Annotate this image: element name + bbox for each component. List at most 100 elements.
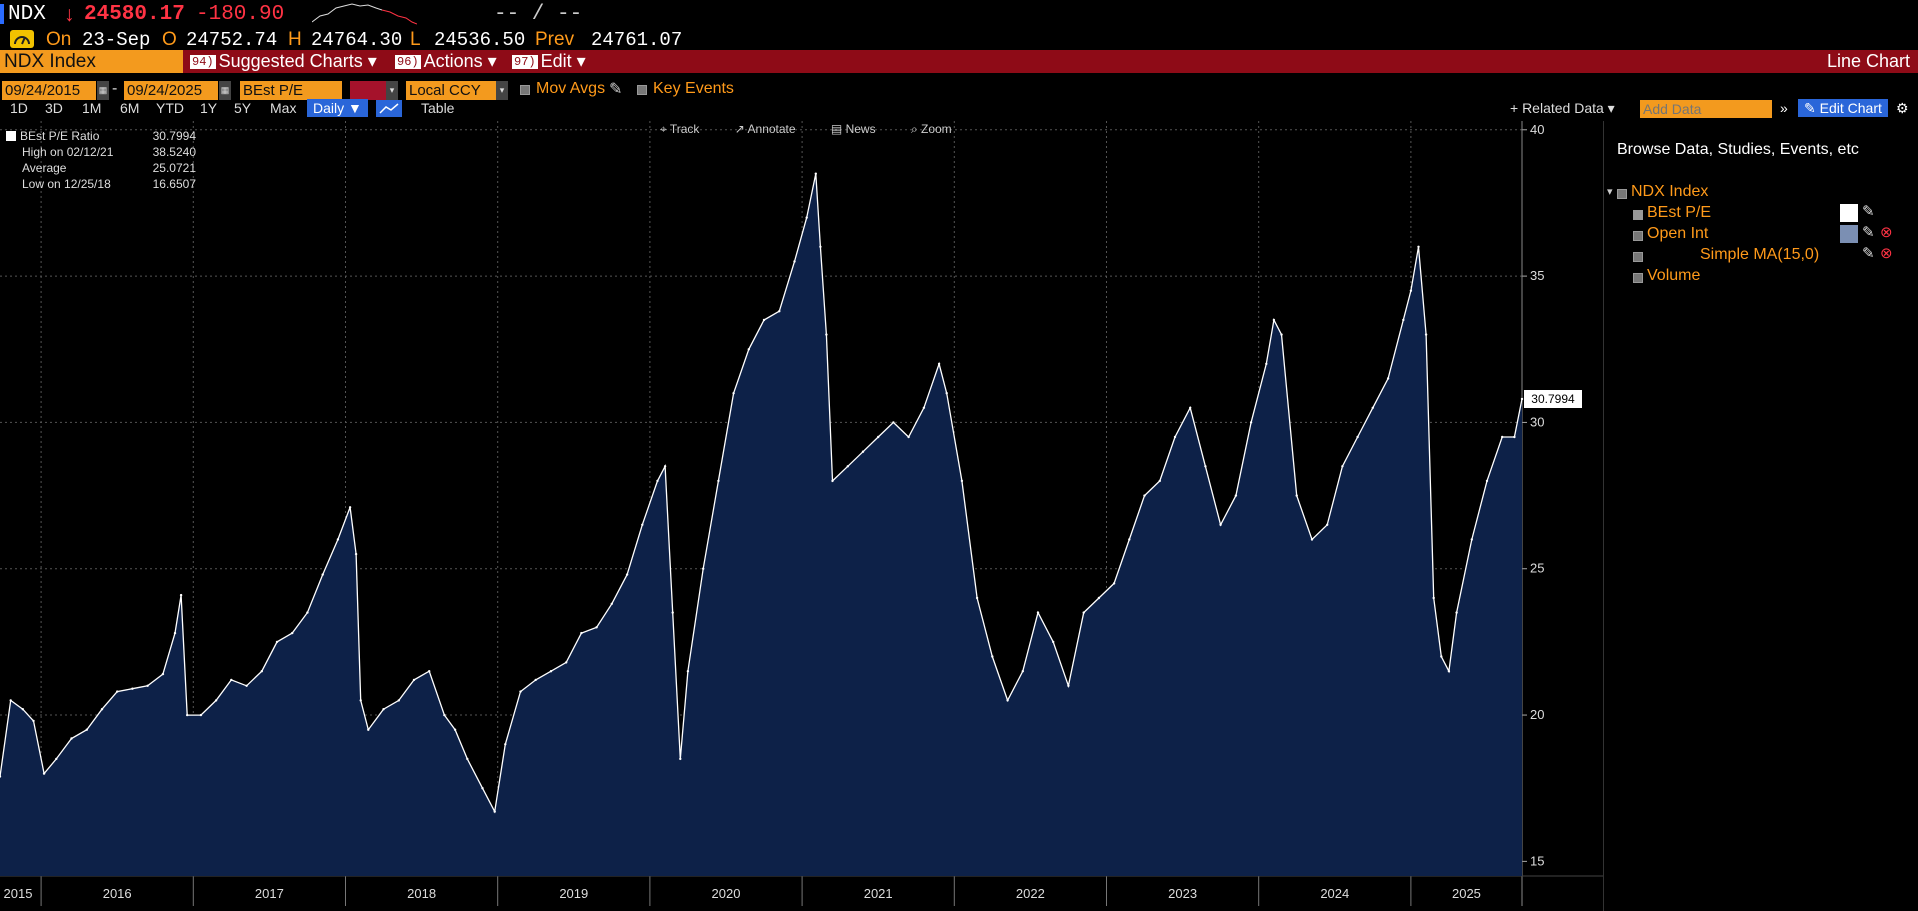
open-int-checkbox[interactable] bbox=[1633, 231, 1643, 241]
suggested-charts-menu[interactable]: 94) Suggested Charts ▾ bbox=[190, 50, 377, 73]
period-1d[interactable]: 1D bbox=[10, 100, 28, 116]
mov-avgs-label: Mov Avgs bbox=[536, 80, 606, 97]
remove-icon[interactable]: ⊗ bbox=[1880, 245, 1893, 262]
data-point bbox=[306, 611, 309, 614]
data-point bbox=[702, 567, 705, 570]
panel-item-volume[interactable]: Volume bbox=[1647, 267, 1701, 284]
open-int-color-swatch[interactable] bbox=[1840, 225, 1858, 243]
legend-high-label: High on 02/12/21 bbox=[22, 145, 114, 159]
period-bar: 1D 3D 1M 6M YTD 1Y 5Y Max Daily ▼ Table … bbox=[0, 99, 1918, 119]
data-point bbox=[1520, 397, 1524, 401]
data-point bbox=[0, 775, 2, 778]
data-point bbox=[186, 713, 189, 717]
data-point bbox=[1326, 523, 1329, 526]
data-point bbox=[565, 661, 568, 664]
period-6m[interactable]: 6M bbox=[120, 100, 140, 116]
data-point bbox=[453, 728, 457, 731]
data-point bbox=[814, 172, 817, 175]
data-point bbox=[534, 678, 537, 682]
panel-item-best-pe[interactable]: BEst P/E bbox=[1647, 204, 1712, 221]
related-data-menu[interactable]: + Related Data ▾ bbox=[1510, 100, 1615, 116]
calendar-icon[interactable]: ▦ bbox=[219, 81, 231, 100]
edit-chart-button[interactable]: ✎ Edit Chart bbox=[1798, 99, 1888, 117]
x-tick-label: 2021 bbox=[864, 886, 893, 901]
annotate-tool[interactable]: ↗ Annotate bbox=[734, 122, 796, 136]
pencil-icon[interactable]: ✎ bbox=[1862, 245, 1875, 262]
start-date-field[interactable]: 09/24/2015 bbox=[2, 81, 96, 100]
security-checkbox[interactable] bbox=[1617, 189, 1627, 199]
data-point bbox=[481, 787, 484, 790]
x-tick-label: 2023 bbox=[1168, 886, 1197, 901]
data-point bbox=[1082, 611, 1085, 614]
data-point bbox=[1265, 362, 1268, 366]
data-point bbox=[1189, 406, 1192, 409]
zoom-label: Zoom bbox=[921, 122, 952, 136]
news-tool[interactable]: ▤ News bbox=[830, 122, 876, 136]
x-tick-label: 2015 bbox=[4, 886, 33, 901]
add-data-input[interactable] bbox=[1640, 100, 1772, 118]
high-label: H bbox=[288, 29, 302, 50]
remove-icon[interactable]: ⊗ bbox=[1880, 224, 1893, 241]
gear-icon[interactable]: ⚙ bbox=[1896, 100, 1909, 116]
double-chevron-icon[interactable]: » bbox=[1780, 100, 1788, 116]
edit-menu[interactable]: 97) Edit ▾ bbox=[512, 50, 586, 73]
legend-low-label: Low on 12/25/18 bbox=[22, 177, 111, 191]
key-events-checkbox[interactable] bbox=[637, 85, 647, 95]
collapse-icon[interactable]: ▾ bbox=[1607, 186, 1613, 198]
panel-item-simple-ma[interactable]: Simple MA(15,0) bbox=[1700, 246, 1820, 263]
period-1y[interactable]: 1Y bbox=[200, 100, 218, 116]
pencil-icon[interactable]: ✎ bbox=[609, 81, 623, 98]
data-point bbox=[922, 406, 926, 409]
pencil-icon[interactable]: ✎ bbox=[1862, 203, 1875, 220]
net-change: -180.90 bbox=[196, 3, 285, 26]
legend-average-label: Average bbox=[22, 161, 67, 175]
table-tab[interactable]: Table bbox=[421, 100, 455, 116]
period-max[interactable]: Max bbox=[270, 100, 297, 116]
panel-item-open-int[interactable]: Open Int bbox=[1647, 225, 1709, 242]
menu-label: Actions ▾ bbox=[423, 51, 497, 71]
period-5y[interactable]: 5Y bbox=[234, 100, 252, 116]
data-point bbox=[580, 631, 583, 635]
edit-chart-label: Edit Chart bbox=[1819, 100, 1882, 116]
frequency-selector[interactable]: Daily ▼ bbox=[307, 99, 368, 117]
security-field[interactable]: NDX Index bbox=[0, 50, 183, 73]
legend-series-row[interactable]: BEst P/E Ratio 30.7994 bbox=[6, 128, 196, 144]
line-color-swatch[interactable] bbox=[350, 81, 386, 100]
best-pe-color-swatch[interactable] bbox=[1840, 204, 1858, 222]
data-point bbox=[199, 713, 203, 717]
data-point bbox=[348, 506, 352, 509]
open-value: 24752.74 bbox=[186, 29, 278, 51]
ticker-symbol[interactable]: NDX bbox=[8, 3, 46, 26]
data-point bbox=[428, 670, 431, 673]
chevron-down-icon[interactable]: ▾ bbox=[386, 81, 398, 100]
period-ytd[interactable]: YTD bbox=[156, 100, 184, 116]
data-point bbox=[1455, 611, 1458, 614]
period-1m[interactable]: 1M bbox=[82, 100, 102, 116]
data-point bbox=[493, 810, 496, 813]
pencil-icon[interactable]: ✎ bbox=[1862, 224, 1875, 241]
end-date-field[interactable]: 09/24/2025 bbox=[124, 81, 218, 100]
period-3d[interactable]: 3D bbox=[45, 100, 63, 116]
calendar-icon[interactable]: ▦ bbox=[97, 81, 109, 100]
panel-security[interactable]: NDX Index bbox=[1631, 183, 1709, 200]
chevron-down-icon[interactable]: ▾ bbox=[496, 81, 508, 100]
simple-ma-checkbox[interactable] bbox=[1633, 252, 1643, 262]
mov-avgs-checkbox[interactable] bbox=[520, 85, 530, 95]
ohlc-date: 23-Sep bbox=[82, 29, 151, 51]
zoom-tool[interactable]: ⌕ Zoom bbox=[910, 122, 952, 136]
x-tick-label: 2019 bbox=[559, 886, 588, 901]
field-selector[interactable]: BEst P/E bbox=[240, 81, 342, 100]
actions-menu[interactable]: 96) Actions ▾ bbox=[395, 50, 497, 73]
currency-selector[interactable]: Local CCY bbox=[406, 81, 496, 100]
line-chart-icon[interactable] bbox=[376, 100, 402, 117]
y-tick-label: 30 bbox=[1530, 414, 1544, 429]
track-tool[interactable]: ⌖ Track bbox=[660, 122, 700, 136]
chart-controls: 09/24/2015 ▦ - 09/24/2025 ▦ BEst P/E ▾ L… bbox=[0, 79, 1918, 101]
data-point bbox=[1432, 596, 1435, 600]
prev-label: Prev bbox=[535, 29, 575, 50]
news-label: News bbox=[845, 122, 876, 136]
data-point bbox=[679, 757, 682, 761]
best-pe-checkbox[interactable] bbox=[1633, 210, 1643, 220]
volume-checkbox[interactable] bbox=[1633, 273, 1643, 283]
